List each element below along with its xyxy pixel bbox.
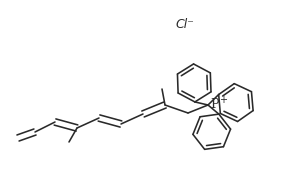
- Text: Cl⁻: Cl⁻: [176, 19, 194, 32]
- Text: P: P: [210, 98, 219, 112]
- Text: +: +: [219, 95, 227, 105]
